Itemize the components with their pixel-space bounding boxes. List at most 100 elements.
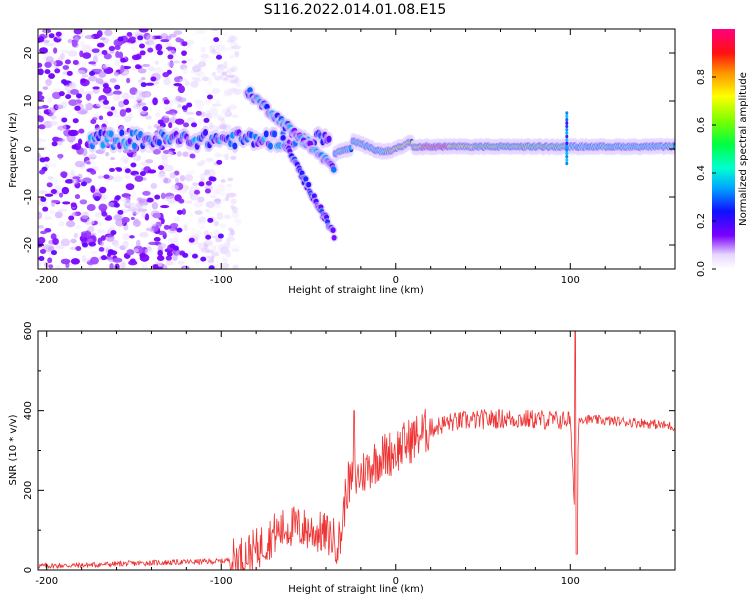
heatmap-cell	[38, 68, 44, 76]
heatmap-cell	[88, 61, 96, 65]
heatmap-cell	[162, 71, 170, 78]
heatmap-cell	[134, 175, 144, 182]
heatmap-cell	[152, 97, 158, 106]
heatmap-cell	[122, 240, 129, 249]
heatmap-cell	[121, 216, 130, 223]
heatmap-cell	[61, 186, 70, 195]
heatmap-cell	[124, 168, 131, 174]
heatmap-cell	[157, 119, 164, 125]
heatmap-cell	[115, 51, 120, 58]
heatmap-cell	[96, 30, 103, 38]
heatmap-cell	[44, 216, 53, 220]
heatmap-cell	[80, 78, 87, 84]
heatmap-cell	[101, 211, 108, 217]
heatmap-cell	[146, 197, 154, 203]
heatmap-cell	[38, 262, 42, 268]
heatmap-cell	[103, 105, 112, 110]
heatmap-cell	[218, 191, 229, 197]
heatmap-cell	[147, 47, 154, 53]
heatmap-cell	[90, 250, 98, 255]
heatmap-cell	[113, 214, 123, 221]
heatmap-cell	[203, 117, 210, 123]
heatmap-cell	[81, 232, 88, 238]
heatmap-cell	[42, 138, 47, 143]
x-tick-label: -100	[210, 576, 233, 587]
heatmap-cell	[181, 60, 187, 64]
heatmap-cell	[51, 199, 60, 204]
heatmap-cell	[110, 106, 116, 111]
heatmap-cell	[99, 186, 107, 194]
heatmap-cell	[169, 184, 179, 191]
heatmap-cell	[135, 64, 142, 70]
heatmap-cell	[47, 96, 52, 104]
heatmap-cell	[64, 84, 70, 92]
heatmap-cell	[99, 37, 106, 41]
snr-x-label: Height of straight line (km)	[288, 584, 424, 595]
colorbar-tick-label: 0.4	[696, 165, 707, 181]
heatmap-cell	[193, 99, 203, 104]
heatmap-cell	[60, 238, 71, 247]
heatmap-cell	[208, 265, 215, 269]
heatmap-cell	[163, 99, 170, 105]
heatmap-cell	[224, 153, 230, 161]
heatmap-cell	[99, 84, 104, 91]
colorbar-tick-label: 0.6	[696, 117, 707, 133]
x-tick-label: 100	[561, 576, 580, 587]
heatmap-cell	[209, 49, 218, 55]
heatmap-cell	[59, 49, 70, 54]
heatmap-cell	[167, 54, 174, 60]
heatmap-cell	[112, 257, 123, 263]
heatmap-cell	[78, 128, 85, 134]
heatmap-cell	[55, 265, 62, 269]
heatmap-cell	[147, 125, 153, 130]
heatmap-cell	[186, 58, 194, 62]
heatmap-cell	[55, 244, 65, 250]
heatmap-cell	[199, 172, 206, 180]
heatmap-cell	[565, 144, 569, 149]
heatmap-cell	[565, 128, 569, 132]
heatmap-cell	[219, 123, 228, 130]
heatmap-cell	[192, 32, 199, 37]
heatmap-cell	[187, 170, 196, 175]
heatmap-cell	[131, 142, 137, 150]
heatmap-cell	[120, 198, 130, 202]
heatmap-cell	[64, 179, 74, 184]
heatmap-cell	[303, 176, 309, 182]
heatmap-cell	[182, 67, 188, 75]
heatmap-cell	[67, 38, 73, 44]
heatmap-cell	[75, 224, 83, 230]
heatmap-cell	[150, 183, 158, 190]
heatmap-cell	[153, 213, 161, 219]
heatmap-cell	[135, 239, 141, 248]
heatmap-cell	[125, 107, 132, 113]
heatmap-cell	[120, 57, 127, 63]
heatmap-cell	[195, 110, 202, 116]
heatmap-cell	[44, 193, 54, 197]
heatmap-cell	[50, 115, 58, 120]
heatmap-cell	[93, 55, 99, 64]
heatmap-cell	[105, 151, 110, 157]
heatmap-cell	[221, 79, 231, 84]
heatmap-cell	[44, 61, 52, 68]
heatmap-cell	[131, 54, 141, 61]
heatmap-cell	[203, 128, 209, 136]
y-tick-label: -20	[23, 237, 34, 253]
y-tick-label: 0	[23, 567, 34, 573]
x-tick-label: -200	[35, 275, 58, 286]
heatmap-cell	[99, 241, 104, 246]
heatmap-cell	[70, 202, 77, 208]
heatmap-cell	[141, 63, 151, 68]
heatmap-marks	[38, 29, 675, 269]
heatmap-cell	[205, 234, 212, 240]
heatmap-cell	[40, 248, 47, 254]
heatmap-cell	[96, 42, 105, 48]
heatmap-cell	[142, 92, 151, 97]
heatmap-cell	[81, 74, 89, 78]
heatmap-cell	[120, 65, 125, 73]
heatmap-cell	[214, 204, 222, 209]
heatmap-cell	[175, 118, 185, 125]
heatmap-cell	[45, 43, 55, 47]
heatmap-cell	[38, 256, 45, 262]
heatmap-cell	[174, 234, 180, 241]
